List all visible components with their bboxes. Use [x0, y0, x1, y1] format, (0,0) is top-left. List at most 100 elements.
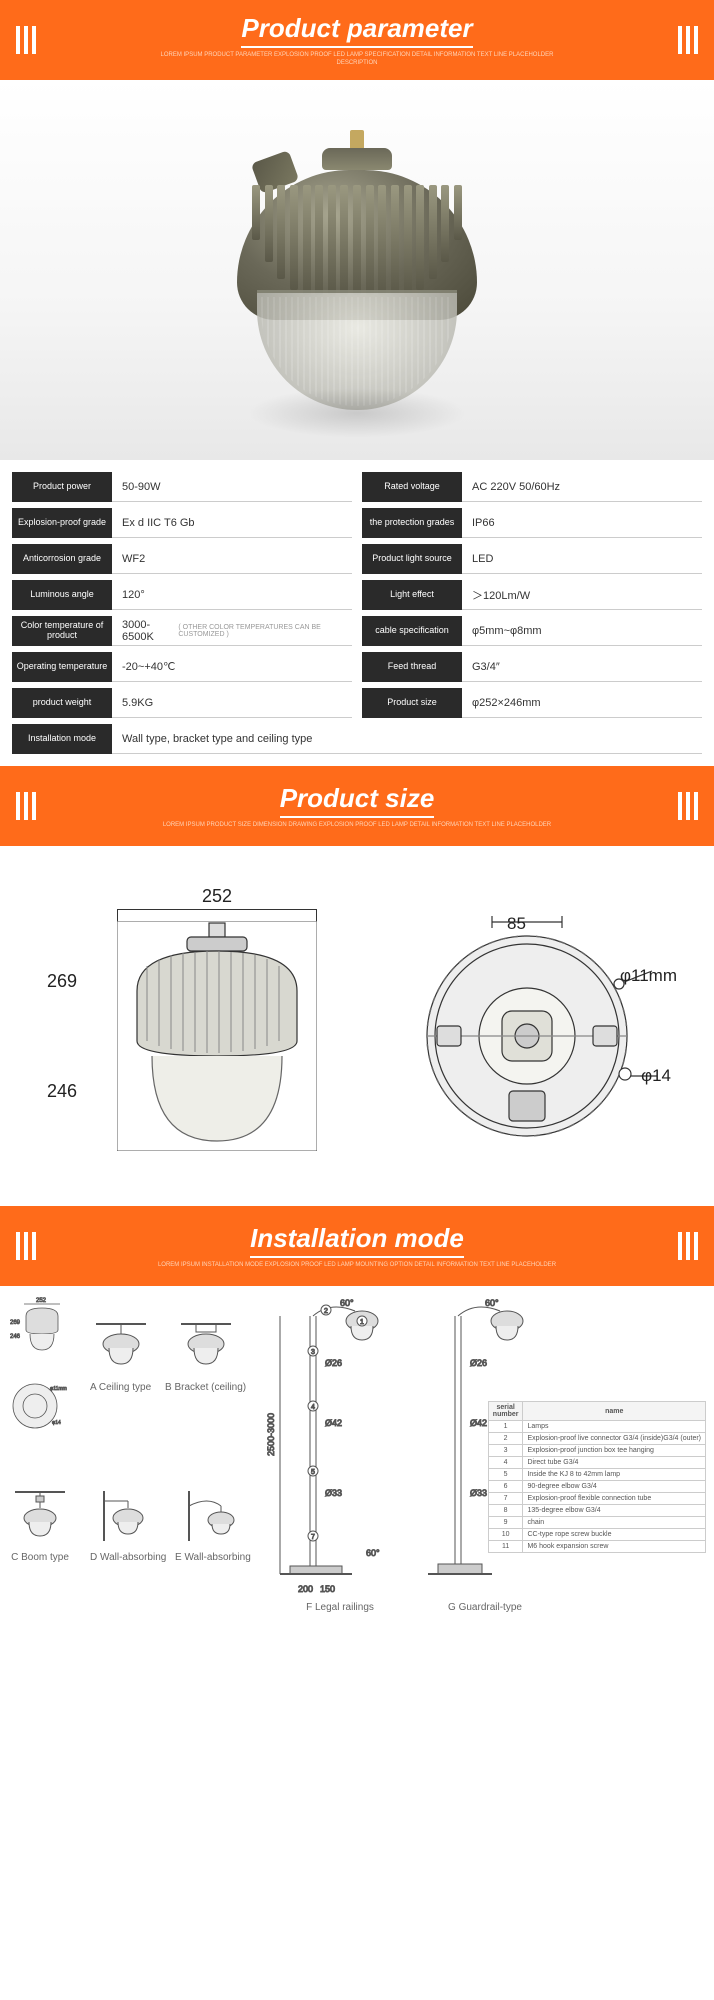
serial-num: 7: [488, 1493, 523, 1505]
spec-label: Installation mode: [12, 724, 112, 754]
product-image: [0, 80, 714, 460]
svg-text:1: 1: [360, 1319, 364, 1326]
serial-name: M6 hook expansion screw: [523, 1541, 706, 1553]
spec-label: Product light source: [362, 544, 462, 574]
svg-text:2: 2: [324, 1308, 328, 1315]
serial-name: Lamps: [523, 1421, 706, 1433]
install-label: B Bracket (ceiling): [165, 1382, 246, 1393]
serial-num: 4: [488, 1457, 523, 1469]
spec-row: Product light sourceLED: [362, 544, 702, 574]
table-row: 11M6 hook expansion screw: [488, 1541, 705, 1553]
section-subtitle: LOREM IPSUM PRODUCT PARAMETER EXPLOSION …: [157, 52, 557, 66]
spec-value: 50-90W: [112, 472, 352, 502]
table-row: 1Lamps: [488, 1421, 705, 1433]
svg-text:7: 7: [311, 1534, 315, 1541]
spec-value: Wall type, bracket type and ceiling type: [112, 724, 702, 754]
size-side-view: 252 269 246: [47, 886, 367, 1166]
serial-num: 5: [488, 1469, 523, 1481]
svg-text:2500-3000: 2500-3000: [266, 1413, 276, 1456]
spec-value: -20~+40℃: [112, 652, 352, 682]
serial-header-name: name: [523, 1402, 706, 1421]
size-drawings: 252 269 246 85 φ11mm: [0, 846, 714, 1206]
section-title: Installation mode: [250, 1223, 464, 1258]
install-type-e: E Wall-absorbing: [175, 1486, 251, 1563]
table-row: 5Inside the KJ 8 to 42mm lamp: [488, 1469, 705, 1481]
dim-width: 252: [202, 886, 232, 906]
table-row: 9chain: [488, 1517, 705, 1529]
spec-value: G3/4″: [462, 652, 702, 682]
spec-value: WF2: [112, 544, 352, 574]
serial-name: Explosion-proof flexible connection tube: [523, 1493, 706, 1505]
serial-num: 8: [488, 1505, 523, 1517]
spec-row: Feed threadG3/4″: [362, 652, 702, 682]
table-row: 7Explosion-proof flexible connection tub…: [488, 1493, 705, 1505]
dim-hole1: φ11mm: [620, 966, 677, 986]
table-row: 4Direct tube G3/4: [488, 1457, 705, 1469]
svg-text:Ø42: Ø42: [470, 1418, 487, 1428]
spec-label: Product power: [12, 472, 112, 502]
table-row: 8135-degree elbow G3/4: [488, 1505, 705, 1517]
section-title: Product parameter: [241, 13, 472, 48]
install-type-a: A Ceiling type: [90, 1316, 151, 1393]
install-type-b: B Bracket (ceiling): [165, 1316, 246, 1393]
section-subtitle: LOREM IPSUM PRODUCT SIZE DIMENSION DRAWI…: [163, 822, 551, 829]
table-row: 10CC-type rope screw buckle: [488, 1529, 705, 1541]
table-row: 3Explosion-proof junction box tee hangin…: [488, 1445, 705, 1457]
spec-label: product weight: [12, 688, 112, 718]
spec-row: Product sizeφ252×246mm: [362, 688, 702, 718]
install-label: D Wall-absorbing: [90, 1552, 166, 1563]
mini-dim-side: 252269246: [10, 1296, 70, 1358]
spec-label: cable specification: [362, 616, 462, 646]
spec-label: Operating temperature: [12, 652, 112, 682]
decoration-bars-right: [678, 1232, 698, 1260]
install-label: E Wall-absorbing: [175, 1552, 251, 1563]
install-label: G Guardrail-type: [420, 1602, 550, 1613]
section-title: Product size: [280, 783, 435, 818]
spec-label: Color temperature of product: [12, 616, 112, 646]
spec-table: Product power50-90W Rated voltageAC 220V …: [0, 460, 714, 766]
spec-row: Installation modeWall type, bracket type…: [12, 724, 702, 754]
install-type-d: D Wall-absorbing: [90, 1486, 166, 1563]
spec-row: Explosion-proof gradeEx d IIC T6 Gb: [12, 508, 352, 538]
dim-hole2: φ14: [641, 1066, 671, 1086]
spec-row: Luminous angle120°: [12, 580, 352, 610]
spec-value: φ252×246mm: [462, 688, 702, 718]
spec-value: Ex d IIC T6 Gb: [112, 508, 352, 538]
spec-label: Rated voltage: [362, 472, 462, 502]
serial-num: 10: [488, 1529, 523, 1541]
dim-height-outer: 269: [47, 971, 97, 992]
spec-value: 5.9KG: [112, 688, 352, 718]
svg-text:200: 200: [298, 1584, 313, 1594]
svg-text:φ14: φ14: [52, 1420, 61, 1426]
spec-label: Explosion-proof grade: [12, 508, 112, 538]
spec-label: the protection grades: [362, 508, 462, 538]
install-label: A Ceiling type: [90, 1382, 151, 1393]
spec-value: 3000-6500K( OTHER COLOR TEMPERATURES CAN…: [112, 616, 352, 646]
svg-text:246: 246: [10, 1334, 21, 1340]
decoration-bars-left: [16, 792, 36, 820]
spec-row: Product power50-90W: [12, 472, 352, 502]
svg-text:5: 5: [311, 1469, 315, 1476]
svg-text:4: 4: [311, 1404, 315, 1411]
spec-value: AC 220V 50/60Hz: [462, 472, 702, 502]
serial-num: 11: [488, 1541, 523, 1553]
install-label: C Boom type: [10, 1552, 70, 1563]
decoration-bars-left: [16, 26, 36, 54]
svg-text:φ11mm: φ11mm: [50, 1386, 67, 1392]
serial-num: 9: [488, 1517, 523, 1529]
spec-value: 120°: [112, 580, 352, 610]
serial-header-num: serial number: [488, 1402, 523, 1421]
svg-text:269: 269: [10, 1320, 21, 1326]
serial-name: Direct tube G3/4: [523, 1457, 706, 1469]
dim-inner: 85: [507, 914, 526, 934]
size-top-view: 85 φ11mm φ14: [407, 896, 667, 1156]
svg-text:60°: 60°: [485, 1298, 499, 1308]
spec-value: IP66: [462, 508, 702, 538]
section-subtitle: LOREM IPSUM INSTALLATION MODE EXPLOSION …: [158, 1262, 556, 1269]
spec-note: ( OTHER COLOR TEMPERATURES CAN BE CUSTOM…: [178, 624, 342, 638]
decoration-bars-left: [16, 1232, 36, 1260]
spec-row: the protection gradesIP66: [362, 508, 702, 538]
dim-height-inner: 246: [47, 1081, 97, 1102]
svg-text:Ø26: Ø26: [470, 1358, 487, 1368]
svg-text:Ø26: Ø26: [325, 1358, 342, 1368]
